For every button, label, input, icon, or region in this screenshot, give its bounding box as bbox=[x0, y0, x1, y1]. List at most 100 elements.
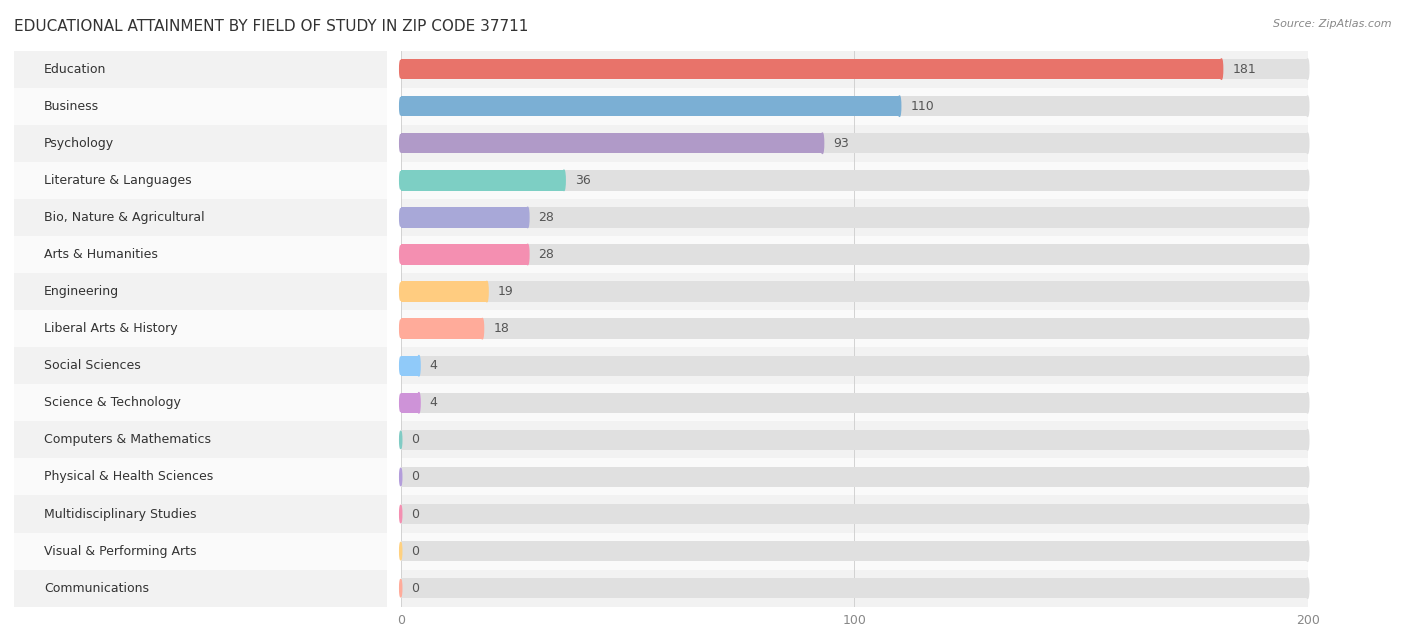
Circle shape bbox=[399, 135, 402, 152]
Circle shape bbox=[399, 580, 402, 597]
Text: Source: ZipAtlas.com: Source: ZipAtlas.com bbox=[1274, 19, 1392, 29]
FancyBboxPatch shape bbox=[14, 458, 387, 495]
Bar bbox=[401, 281, 1308, 301]
Circle shape bbox=[399, 542, 402, 560]
Circle shape bbox=[1306, 541, 1309, 561]
Bar bbox=[401, 59, 1222, 79]
Text: 4: 4 bbox=[430, 396, 437, 410]
Circle shape bbox=[562, 170, 565, 190]
Circle shape bbox=[481, 319, 484, 339]
FancyBboxPatch shape bbox=[14, 495, 387, 533]
Bar bbox=[401, 96, 900, 116]
Text: 36: 36 bbox=[575, 174, 591, 187]
Text: Multidisciplinary Studies: Multidisciplinary Studies bbox=[44, 507, 197, 521]
Bar bbox=[401, 133, 823, 154]
Circle shape bbox=[1306, 356, 1309, 376]
Circle shape bbox=[399, 61, 402, 78]
Text: Physical & Health Sciences: Physical & Health Sciences bbox=[44, 470, 214, 483]
Circle shape bbox=[1220, 59, 1223, 79]
FancyBboxPatch shape bbox=[14, 51, 387, 88]
Bar bbox=[401, 504, 1308, 524]
Text: Computers & Mathematics: Computers & Mathematics bbox=[44, 434, 211, 446]
Text: 18: 18 bbox=[494, 322, 509, 335]
FancyBboxPatch shape bbox=[14, 125, 387, 162]
Text: 181: 181 bbox=[1232, 63, 1256, 76]
Circle shape bbox=[1306, 133, 1309, 154]
Text: EDUCATIONAL ATTAINMENT BY FIELD OF STUDY IN ZIP CODE 37711: EDUCATIONAL ATTAINMENT BY FIELD OF STUDY… bbox=[14, 19, 529, 34]
Text: Psychology: Psychology bbox=[44, 137, 114, 150]
Circle shape bbox=[418, 356, 420, 376]
Text: 0: 0 bbox=[412, 581, 419, 595]
Circle shape bbox=[1306, 281, 1309, 301]
FancyBboxPatch shape bbox=[401, 236, 1308, 273]
Text: 0: 0 bbox=[412, 545, 419, 557]
Circle shape bbox=[399, 320, 402, 337]
Circle shape bbox=[1306, 578, 1309, 599]
Bar bbox=[401, 578, 1308, 599]
FancyBboxPatch shape bbox=[401, 310, 1308, 347]
Circle shape bbox=[1306, 467, 1309, 487]
Bar bbox=[401, 207, 1308, 228]
FancyBboxPatch shape bbox=[14, 162, 387, 199]
Text: Bio, Nature & Agricultural: Bio, Nature & Agricultural bbox=[44, 211, 204, 224]
FancyBboxPatch shape bbox=[401, 495, 1308, 533]
FancyBboxPatch shape bbox=[14, 273, 387, 310]
Text: Engineering: Engineering bbox=[44, 285, 120, 298]
Text: Education: Education bbox=[44, 63, 107, 76]
Circle shape bbox=[1306, 319, 1309, 339]
Bar bbox=[401, 319, 482, 339]
FancyBboxPatch shape bbox=[401, 569, 1308, 607]
FancyBboxPatch shape bbox=[401, 125, 1308, 162]
FancyBboxPatch shape bbox=[401, 88, 1308, 125]
Circle shape bbox=[1306, 207, 1309, 228]
FancyBboxPatch shape bbox=[401, 347, 1308, 384]
Bar bbox=[401, 245, 1308, 265]
FancyBboxPatch shape bbox=[401, 533, 1308, 569]
Bar bbox=[401, 319, 1308, 339]
Text: Business: Business bbox=[44, 100, 98, 112]
Text: 0: 0 bbox=[412, 470, 419, 483]
Bar bbox=[401, 392, 1308, 413]
Text: 0: 0 bbox=[412, 507, 419, 521]
Circle shape bbox=[526, 245, 529, 265]
Bar bbox=[401, 356, 1308, 376]
FancyBboxPatch shape bbox=[401, 273, 1308, 310]
FancyBboxPatch shape bbox=[14, 533, 387, 569]
Text: Liberal Arts & History: Liberal Arts & History bbox=[44, 322, 177, 335]
Text: 0: 0 bbox=[412, 434, 419, 446]
Circle shape bbox=[485, 281, 488, 301]
Circle shape bbox=[898, 96, 901, 116]
Bar bbox=[401, 207, 527, 228]
Text: 28: 28 bbox=[538, 211, 554, 224]
FancyBboxPatch shape bbox=[14, 384, 387, 422]
FancyBboxPatch shape bbox=[401, 199, 1308, 236]
Text: Literature & Languages: Literature & Languages bbox=[44, 174, 191, 187]
Circle shape bbox=[399, 283, 402, 300]
FancyBboxPatch shape bbox=[401, 162, 1308, 199]
FancyBboxPatch shape bbox=[14, 88, 387, 125]
Bar bbox=[401, 541, 1308, 561]
Bar bbox=[401, 281, 486, 301]
Bar bbox=[401, 170, 1308, 190]
Bar bbox=[401, 133, 1308, 154]
Circle shape bbox=[1306, 170, 1309, 190]
Circle shape bbox=[418, 392, 420, 413]
Circle shape bbox=[1306, 504, 1309, 524]
FancyBboxPatch shape bbox=[14, 422, 387, 458]
FancyBboxPatch shape bbox=[401, 51, 1308, 88]
Text: 4: 4 bbox=[430, 359, 437, 372]
Circle shape bbox=[1306, 245, 1309, 265]
Circle shape bbox=[399, 394, 402, 411]
Circle shape bbox=[821, 133, 824, 154]
Text: 110: 110 bbox=[910, 100, 934, 112]
Bar bbox=[401, 245, 527, 265]
Bar bbox=[401, 96, 1308, 116]
FancyBboxPatch shape bbox=[14, 236, 387, 273]
Bar bbox=[401, 430, 1308, 450]
Circle shape bbox=[399, 209, 402, 226]
Circle shape bbox=[399, 246, 402, 263]
FancyBboxPatch shape bbox=[14, 310, 387, 347]
Circle shape bbox=[399, 172, 402, 189]
Bar bbox=[401, 467, 1308, 487]
Circle shape bbox=[1306, 59, 1309, 79]
